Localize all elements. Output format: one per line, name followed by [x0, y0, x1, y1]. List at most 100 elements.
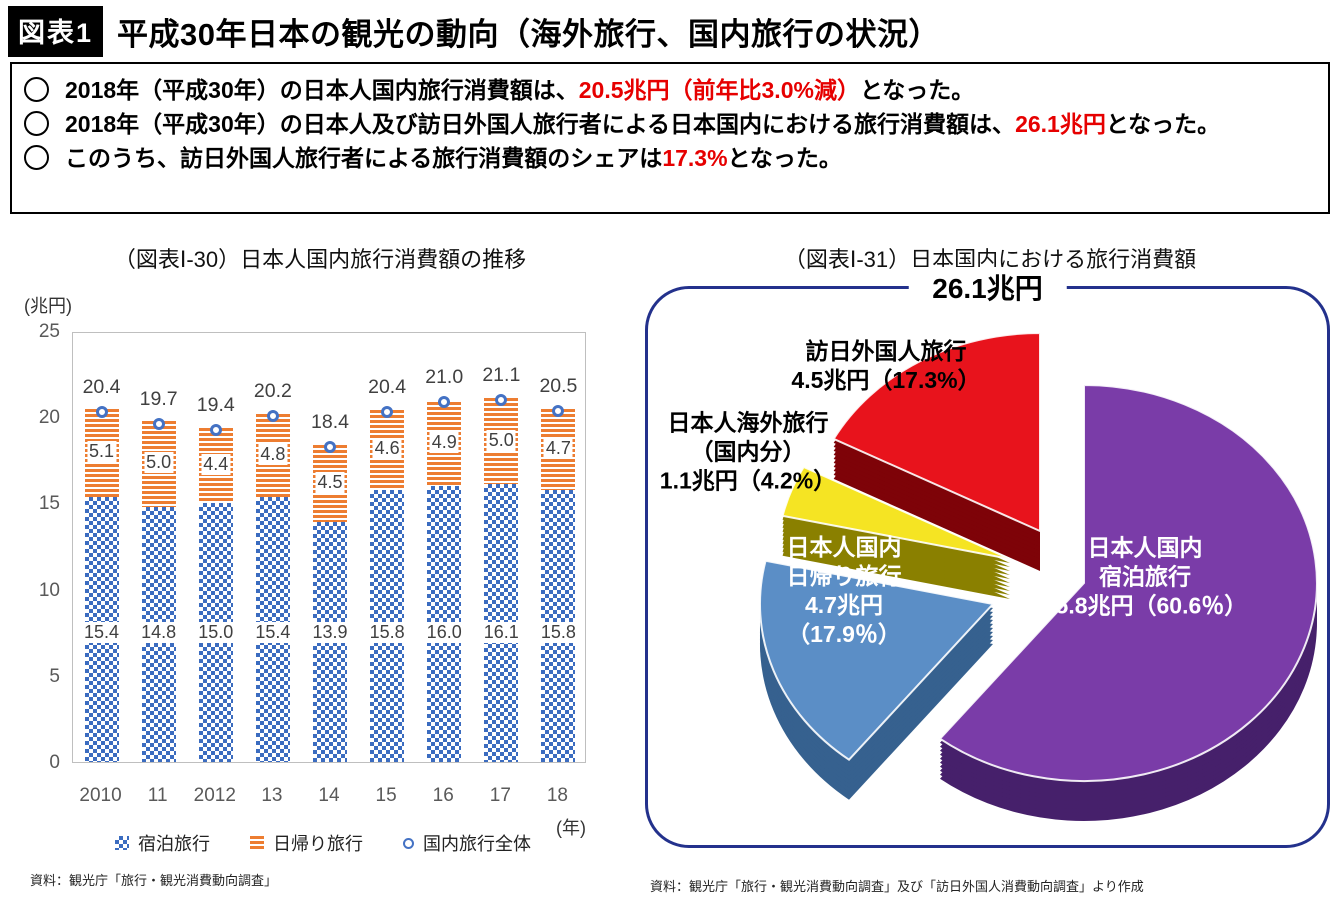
y-axis-tick-label: 15	[38, 493, 60, 515]
page-title: 平成30年日本の観光の動向（海外旅行、国内旅行の状況）	[117, 17, 941, 52]
summary-bullet: 2018年（平成30年）の日本人国内旅行消費額は、20.5兆円（前年比3.0%減…	[24, 73, 1314, 107]
total-value-label: 20.4	[368, 376, 407, 399]
total-value-label: 20.5	[539, 374, 578, 397]
total-marker-circle	[152, 418, 165, 431]
bullet-circle-icon	[24, 111, 49, 136]
x-axis-tick-label: 13	[261, 785, 283, 806]
legend-orange-stripes-icon	[250, 836, 264, 850]
pie-slice-2	[781, 465, 1011, 560]
hotel-value-label: 15.0	[196, 622, 236, 644]
hotel-value-label: 15.4	[253, 622, 293, 644]
y-axis-unit-label: (兆円)	[24, 296, 72, 316]
total-value-label: 18.4	[311, 410, 349, 433]
y-axis: 0 5 10 15 20 25	[18, 240, 60, 800]
legend-item: 国内旅行全体	[403, 830, 531, 856]
daytrip-value-label: 4.8	[258, 443, 288, 465]
x-axis-tick-label: 2010	[79, 785, 122, 806]
y-axis-tick-label: 25	[38, 321, 60, 342]
total-value-label: 20.4	[82, 376, 121, 399]
bar-chart-title: （図表Ⅰ-30）日本人国内旅行消費額の推移	[113, 247, 527, 272]
x-axis-tick-label: 15	[375, 785, 397, 806]
bullet-text: 2018年（平成30年）の日本人及び訪日外国人旅行者による日本国内における旅行消…	[65, 111, 1220, 137]
summary-bullet: このうち、訪日外国人旅行者による旅行消費額のシェアは17.3%となった。	[24, 141, 1314, 175]
bullet-text: 2018年（平成30年）の日本人国内旅行消費額は、20.5兆円（前年比3.0%減…	[65, 77, 974, 103]
pie-chart-section: （図表Ⅰ-31）日本国内における旅行消費額 26.1兆円 日本人国内 宿泊旅行 15…	[640, 240, 1340, 909]
total-marker-circle	[266, 409, 279, 422]
total-marker-circle	[323, 440, 336, 453]
bar-column: 15.4 5.1 20.4	[73, 333, 130, 762]
daytrip-value-label: 4.4	[201, 453, 231, 475]
total-marker-circle	[381, 406, 394, 419]
pie-total-label: 26.1兆円	[908, 267, 1067, 307]
daytrip-value-label: 5.1	[87, 441, 117, 463]
bullet-text-pre: 2018年（平成30年）の日本人国内旅行消費額は、	[65, 77, 579, 103]
total-marker-circle	[552, 404, 565, 417]
bullet-text-post: となった。	[1105, 111, 1221, 137]
bar-chart-source: 資料：観光庁「旅行・観光消費動向調査」	[30, 873, 278, 888]
x-axis-tick-label: 11	[147, 785, 168, 806]
y-axis-tick-label: 5	[49, 665, 60, 687]
legend-label: 日帰り旅行	[273, 834, 363, 854]
bar-chart-section: （図表Ⅰ-30）日本人国内旅行消費額の推移 (兆円) 0 5 10 15 20 25 15…	[0, 240, 640, 909]
hotel-value-label: 16.1	[481, 622, 521, 644]
bar-column: 14.8 5.0 19.7	[130, 333, 187, 762]
hotel-value-label: 13.9	[310, 622, 350, 644]
legend-blue-checker-icon	[115, 836, 129, 850]
pie-chart-source: 資料：観光庁「旅行・観光消費動向調査」及び「訪日外国人消費動向調査」より作成	[650, 879, 1144, 894]
page-header: 図表1 平成30年日本の観光の動向（海外旅行、国内旅行の状況）	[8, 6, 940, 57]
pie-chart-box: 26.1兆円 日本人国内 宿泊旅行 15.8兆円（60.6％） 日本人国内 日帰り旅行 4…	[645, 267, 1330, 848]
bar-column: 15.8 4.7 20.5	[530, 333, 587, 762]
total-marker-circle	[209, 423, 222, 436]
x-axis-tick-label: 14	[318, 785, 340, 806]
bar-column: 15.4 4.8 20.2	[244, 333, 301, 762]
bullet-circle-icon	[24, 77, 49, 102]
y-axis-tick-label: 10	[38, 579, 60, 601]
bar-column: 15.8 4.6 20.4	[359, 333, 416, 762]
bar-column: 16.1 5.0 21.1	[473, 333, 530, 762]
bullet-text-highlight: 17.3%	[662, 145, 728, 171]
pie-slice-0	[938, 383, 1318, 782]
daytrip-value-label: 5.0	[486, 429, 516, 451]
total-value-label: 21.0	[425, 365, 464, 388]
x-axis-tick-label: 18	[546, 785, 568, 806]
summary-bullet: 2018年（平成30年）の日本人及び訪日外国人旅行者による日本国内における旅行消…	[24, 107, 1314, 141]
y-axis-tick-label: 0	[49, 752, 60, 773]
hotel-value-label: 15.4	[82, 622, 122, 644]
bullet-text-pre: このうち、訪日外国人旅行者による旅行消費額のシェアは	[65, 145, 663, 171]
daytrip-value-label: 4.9	[429, 432, 459, 454]
daytrip-value-label: 5.0	[144, 452, 174, 474]
total-value-label: 19.4	[196, 393, 235, 416]
bullet-text-highlight: 26.1兆円	[1015, 111, 1106, 137]
legend-label: 国内旅行全体	[423, 834, 531, 854]
x-axis-unit-label: (年)	[556, 818, 586, 838]
x-axis-tick-label: 17	[489, 785, 511, 806]
legend-item: 日帰り旅行	[250, 830, 363, 856]
summary-box: 2018年（平成30年）の日本人国内旅行消費額は、20.5兆円（前年比3.0%減…	[10, 62, 1330, 214]
pie-slice-1	[758, 559, 995, 762]
bar-column: 16.0 4.9 21.0	[416, 333, 473, 762]
hotel-value-label: 15.8	[367, 622, 407, 644]
bar-plot-area: 15.4 5.1 20.4 14.8 5.0 19.7 15.0 4.4 19.4 15.4 4.8…	[72, 332, 586, 763]
total-marker-circle	[438, 395, 451, 408]
daytrip-value-label: 4.5	[315, 472, 345, 494]
bullet-text-post: となった。	[727, 145, 842, 171]
pie-slice-3	[832, 331, 1041, 533]
legend-label: 宿泊旅行	[138, 834, 210, 854]
total-marker-circle	[95, 406, 108, 419]
daytrip-value-label: 4.6	[372, 438, 402, 460]
bullet-text: このうち、訪日外国人旅行者による旅行消費額のシェアは17.3%となった。	[65, 145, 842, 171]
bar-column: 15.0 4.4 19.4	[187, 333, 244, 762]
hotel-value-label: 16.0	[424, 622, 464, 644]
total-marker-circle	[495, 394, 508, 407]
x-axis-tick-label: 16	[432, 785, 454, 806]
bar-chart-legend: 宿泊旅行 日帰り旅行 国内旅行全体	[60, 830, 586, 856]
hotel-value-label: 15.8	[538, 622, 578, 644]
total-value-label: 21.1	[482, 364, 521, 387]
bullet-circle-icon	[24, 145, 49, 170]
daytrip-value-label: 4.7	[543, 437, 573, 459]
figure-tag-badge: 図表1	[8, 6, 104, 57]
bar-column: 13.9 4.5 18.4	[301, 333, 358, 762]
bullet-text-highlight: 20.5兆円（前年比3.0%減）	[578, 77, 860, 103]
total-value-label: 19.7	[139, 388, 178, 411]
